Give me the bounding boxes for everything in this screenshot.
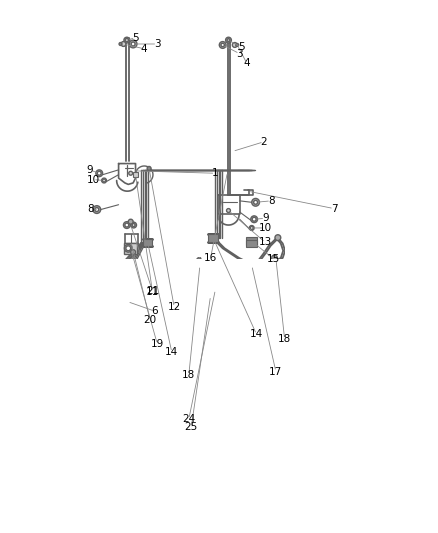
Text: 4: 4 xyxy=(141,44,148,54)
Circle shape xyxy=(121,42,126,46)
Circle shape xyxy=(227,39,230,42)
Text: 16: 16 xyxy=(204,253,217,263)
Circle shape xyxy=(96,170,102,176)
Circle shape xyxy=(252,217,256,221)
Circle shape xyxy=(107,279,111,283)
Text: 10: 10 xyxy=(259,223,272,233)
Circle shape xyxy=(251,216,258,223)
Text: 14: 14 xyxy=(250,329,263,340)
Text: 14: 14 xyxy=(165,348,178,357)
Text: 11: 11 xyxy=(146,287,159,297)
Circle shape xyxy=(131,250,135,255)
Bar xyxy=(247,237,257,245)
Text: 6: 6 xyxy=(152,306,158,316)
Circle shape xyxy=(226,37,231,43)
Text: 18: 18 xyxy=(182,370,195,380)
Circle shape xyxy=(95,208,99,212)
Circle shape xyxy=(132,224,135,227)
Circle shape xyxy=(254,200,258,204)
Circle shape xyxy=(250,227,253,229)
Circle shape xyxy=(102,178,106,183)
Text: 10: 10 xyxy=(86,174,99,184)
Circle shape xyxy=(232,43,237,47)
Text: 19: 19 xyxy=(151,339,164,349)
Text: 15: 15 xyxy=(267,254,280,264)
Text: 9: 9 xyxy=(86,165,93,175)
Text: 5: 5 xyxy=(238,43,244,52)
Bar xyxy=(143,239,152,246)
Bar xyxy=(133,172,138,177)
Text: 24: 24 xyxy=(182,414,195,424)
Text: 3: 3 xyxy=(237,49,243,59)
Circle shape xyxy=(131,42,135,46)
Circle shape xyxy=(252,198,259,206)
Circle shape xyxy=(207,292,214,299)
Text: 20: 20 xyxy=(144,315,157,325)
Circle shape xyxy=(125,223,129,227)
Text: 3: 3 xyxy=(154,39,161,49)
Circle shape xyxy=(249,225,254,230)
Circle shape xyxy=(129,171,133,175)
Text: 8: 8 xyxy=(88,204,94,214)
Text: 1: 1 xyxy=(212,168,219,178)
Circle shape xyxy=(221,43,224,47)
Text: 17: 17 xyxy=(269,367,283,377)
Circle shape xyxy=(197,258,201,263)
Circle shape xyxy=(124,222,130,229)
Circle shape xyxy=(131,222,137,228)
Circle shape xyxy=(208,294,212,297)
Circle shape xyxy=(236,44,239,46)
Bar xyxy=(247,239,257,247)
Circle shape xyxy=(106,278,112,284)
Circle shape xyxy=(281,288,287,294)
Text: 12: 12 xyxy=(168,302,181,312)
Circle shape xyxy=(119,43,122,45)
Circle shape xyxy=(124,245,132,252)
Circle shape xyxy=(128,219,133,224)
Circle shape xyxy=(126,246,131,251)
Circle shape xyxy=(219,42,226,49)
Circle shape xyxy=(147,166,151,171)
Text: 8: 8 xyxy=(268,196,274,206)
Text: 4: 4 xyxy=(244,58,250,68)
Circle shape xyxy=(100,276,103,279)
Circle shape xyxy=(124,37,130,43)
Circle shape xyxy=(129,40,137,48)
Text: 9: 9 xyxy=(262,213,268,223)
Circle shape xyxy=(125,38,128,42)
Text: 25: 25 xyxy=(184,423,198,432)
Circle shape xyxy=(275,235,281,240)
Text: 2: 2 xyxy=(261,137,267,147)
Text: 21: 21 xyxy=(146,286,159,296)
Circle shape xyxy=(102,179,106,182)
Text: 13: 13 xyxy=(259,238,272,247)
Circle shape xyxy=(97,171,101,175)
Bar xyxy=(208,234,218,241)
Circle shape xyxy=(226,208,230,213)
Circle shape xyxy=(212,286,219,293)
Text: 5: 5 xyxy=(132,33,139,43)
Circle shape xyxy=(213,287,218,292)
Circle shape xyxy=(98,273,106,281)
Text: 7: 7 xyxy=(331,204,337,214)
Bar xyxy=(124,243,138,254)
Circle shape xyxy=(93,206,101,213)
Circle shape xyxy=(272,255,277,261)
Text: 18: 18 xyxy=(278,334,291,344)
